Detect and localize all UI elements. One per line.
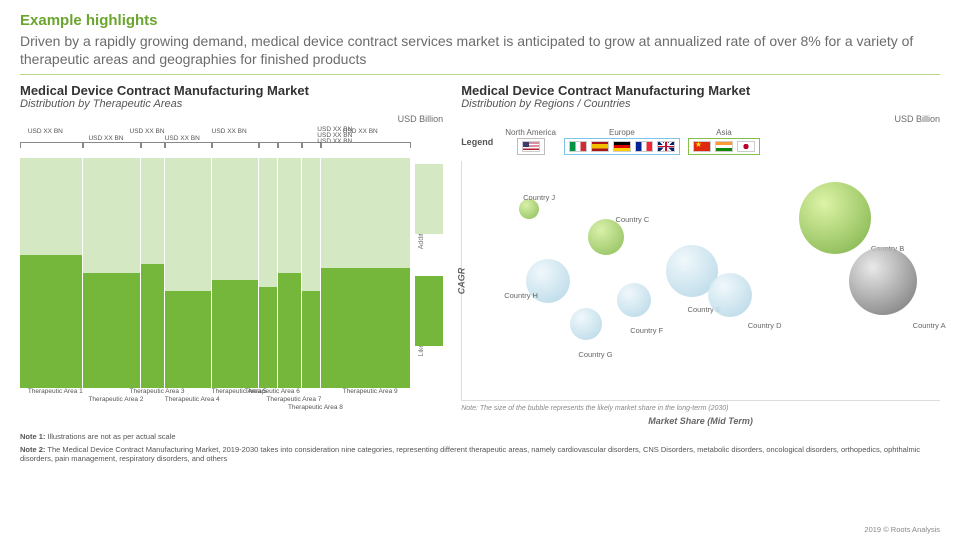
- bar-column: [141, 158, 164, 388]
- bubble-label: Country F: [630, 326, 663, 335]
- left-chart-unit: USD Billion: [20, 114, 443, 124]
- bubble-label: Country C: [616, 215, 650, 224]
- bar-column: [83, 158, 142, 388]
- bar-column: [212, 158, 259, 388]
- bubble: [588, 219, 624, 255]
- bar-category-label: Therapeutic Area 7: [266, 396, 321, 403]
- left-chart-subtitle: Distribution by Therapeutic Areas: [20, 98, 443, 110]
- region-box: [517, 138, 545, 155]
- divider: [20, 74, 940, 75]
- it-flag-icon: [569, 141, 587, 152]
- region-box: ★: [688, 138, 760, 155]
- right-chart-subtitle: Distribution by Regions / Countries: [461, 98, 940, 110]
- bar-annotation: USD XX BN: [88, 135, 123, 142]
- in-flag-icon: [715, 141, 733, 152]
- bar-category-label: Therapeutic Area 1: [28, 388, 83, 395]
- cn-flag-icon: ★: [693, 141, 711, 152]
- bar-category-label: Therapeutic Area 6: [245, 388, 300, 395]
- footer: 2019 © Roots Analysis: [864, 525, 940, 534]
- jp-flag-icon: [737, 141, 755, 152]
- region-legend: Legend North America Europe Asia ★: [461, 128, 940, 155]
- bubble: [799, 182, 871, 254]
- bar-column: [259, 158, 279, 388]
- right-chart: Medical Device Contract Manufacturing Ma…: [461, 83, 940, 426]
- note-1: Note 1: Illustrations are not as per act…: [20, 432, 940, 441]
- us-flag-icon: [522, 141, 540, 152]
- region-group: North America: [505, 128, 556, 155]
- right-chart-unit: USD Billion: [461, 114, 940, 124]
- left-chart: Medical Device Contract Manufacturing Ma…: [20, 83, 443, 426]
- bubble-plot: CAGR Country JCountry HCountry CCountry …: [461, 161, 940, 401]
- bar-annotation: USD XX BN: [130, 128, 165, 135]
- region-box: [564, 138, 680, 155]
- right-chart-title: Medical Device Contract Manufacturing Ma…: [461, 83, 940, 98]
- bubble: [708, 273, 752, 317]
- bubble: [519, 199, 539, 219]
- bar-column: [165, 158, 212, 388]
- bubble-label: Country H: [504, 291, 538, 300]
- bubble-label: Country J: [523, 193, 555, 202]
- region-title: North America: [505, 128, 556, 137]
- bar-chart: USD XX BNUSD XX BNUSD XX BNUSD XX BNUSD …: [20, 126, 443, 406]
- bubble: [617, 283, 651, 317]
- fr-flag-icon: [635, 141, 653, 152]
- bar-annotation: USD XX BN: [28, 128, 63, 135]
- region-group: Europe: [564, 128, 680, 155]
- bar-category-label: Therapeutic Area 9: [343, 388, 398, 395]
- axis-y-label: CAGR: [456, 267, 466, 294]
- bar-category-label: Therapeutic Area 4: [165, 396, 220, 403]
- region-title: Asia: [716, 128, 732, 137]
- bar-annotation: USD XX BN: [343, 128, 378, 135]
- header-subtitle: Driven by a rapidly growing demand, medi…: [20, 33, 940, 68]
- bubble: [849, 247, 917, 315]
- axis-x-label: Market Share (Mid Term): [461, 416, 940, 426]
- bubble-label: Country G: [578, 350, 612, 359]
- bar-column: [278, 158, 301, 388]
- bar-annotation: USD XX BN: [165, 135, 200, 142]
- uk-flag-icon: [657, 141, 675, 152]
- bubble: [570, 308, 602, 340]
- region-title: Europe: [609, 128, 635, 137]
- legend-swatch-bottom: [415, 276, 443, 346]
- bubble-note: Note: The size of the bubble represents …: [461, 405, 940, 412]
- legend-swatch-top: [415, 164, 443, 234]
- region-group: Asia ★: [688, 128, 760, 155]
- de-flag-icon: [613, 141, 631, 152]
- bar-column: [20, 158, 83, 388]
- bar-column: [321, 158, 411, 388]
- es-flag-icon: [591, 141, 609, 152]
- bubble-label: Country D: [748, 321, 782, 330]
- legend-label: Legend: [461, 137, 493, 147]
- bar-annotation: USD XX BN: [212, 128, 247, 135]
- bar-category-label: Therapeutic Area 3: [130, 388, 185, 395]
- bar-column: [302, 158, 322, 388]
- left-chart-title: Medical Device Contract Manufacturing Ma…: [20, 83, 443, 98]
- bar-category-label: Therapeutic Area 8: [288, 404, 343, 411]
- header-title: Example highlights: [20, 12, 940, 29]
- bar-category-label: Therapeutic Area 2: [88, 396, 143, 403]
- note-2: Note 2: The Medical Device Contract Manu…: [20, 445, 940, 463]
- bubble-label: Country A: [913, 321, 946, 330]
